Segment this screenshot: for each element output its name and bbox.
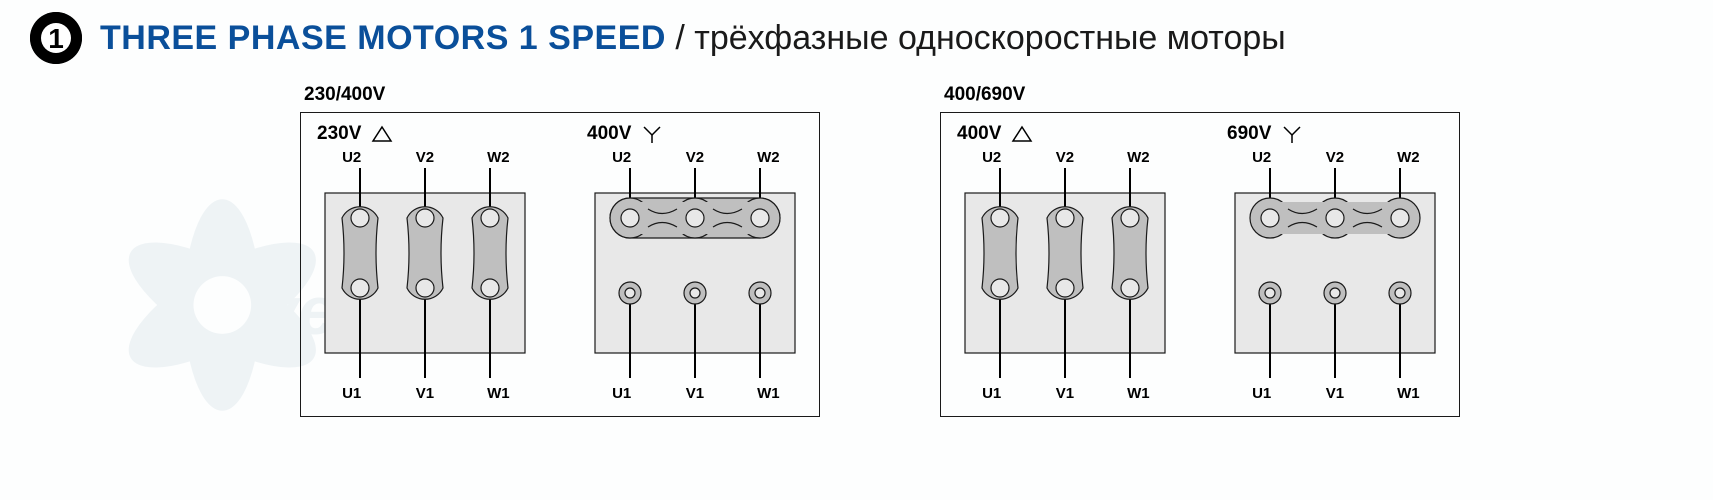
panel-voltage: 400V: [957, 123, 1001, 145]
wye-diagram: [585, 168, 805, 378]
wye-diagram: [1225, 168, 1445, 378]
top-terminal-labels: U2 V2 W2: [315, 149, 535, 166]
page-title: THREE PHASE MOTORS 1 SPEED / трёхфазные …: [100, 19, 1286, 58]
bottom-terminal-labels: U1 V1 W1: [585, 385, 805, 402]
page-header: 1 THREE PHASE MOTORS 1 SPEED / трёхфазны…: [0, 0, 1713, 84]
bottom-terminal-labels: U1 V1 W1: [1225, 385, 1445, 402]
top-terminal-labels: U2 V2 W2: [585, 149, 805, 166]
bottom-terminal-labels: U1 V1 W1: [315, 385, 535, 402]
panel-header: 400V: [587, 123, 805, 145]
delta-diagram: [955, 168, 1175, 378]
delta-icon: [1011, 125, 1033, 143]
wiring-diagrams: 230/400V 230V U2 V2 W2: [0, 84, 1713, 417]
delta-icon: [371, 125, 393, 143]
panel-header: 690V: [1227, 123, 1445, 145]
voltage-group-400-690: 400/690V 400V U2 V2 W2: [940, 84, 1460, 417]
panel-voltage: 690V: [1227, 123, 1271, 145]
bottom-terminal-labels: U1 V1 W1: [955, 385, 1175, 402]
voltage-group-230-400: 230/400V 230V U2 V2 W2: [300, 84, 820, 417]
title-english: THREE PHASE MOTORS 1 SPEED: [100, 19, 666, 57]
group-label: 230/400V: [304, 84, 820, 106]
group-label: 400/690V: [944, 84, 1460, 106]
panel-header: 230V: [317, 123, 535, 145]
wiring-panel-wye-690: 690V U2 V2 W2: [1225, 123, 1445, 402]
title-russian: трёхфазные односкоростные моторы: [694, 19, 1285, 57]
panel-header: 400V: [957, 123, 1175, 145]
top-terminal-labels: U2 V2 W2: [955, 149, 1175, 166]
group-box: 230V U2 V2 W2: [300, 112, 820, 417]
panel-voltage: 400V: [587, 123, 631, 145]
wiring-panel-wye-400: 400V U2 V2 W2: [585, 123, 805, 402]
panel-voltage: 230V: [317, 123, 361, 145]
wiring-panel-delta-230: 230V U2 V2 W2: [315, 123, 535, 402]
delta-diagram: [315, 168, 535, 378]
wye-icon: [641, 125, 663, 143]
top-terminal-labels: U2 V2 W2: [1225, 149, 1445, 166]
group-box: 400V U2 V2 W2: [940, 112, 1460, 417]
wye-icon: [1281, 125, 1303, 143]
wiring-panel-delta-400: 400V U2 V2 W2: [955, 123, 1175, 402]
svg-text:1: 1: [48, 23, 64, 54]
title-separator: /: [666, 19, 694, 57]
section-number-badge: 1: [30, 12, 82, 64]
